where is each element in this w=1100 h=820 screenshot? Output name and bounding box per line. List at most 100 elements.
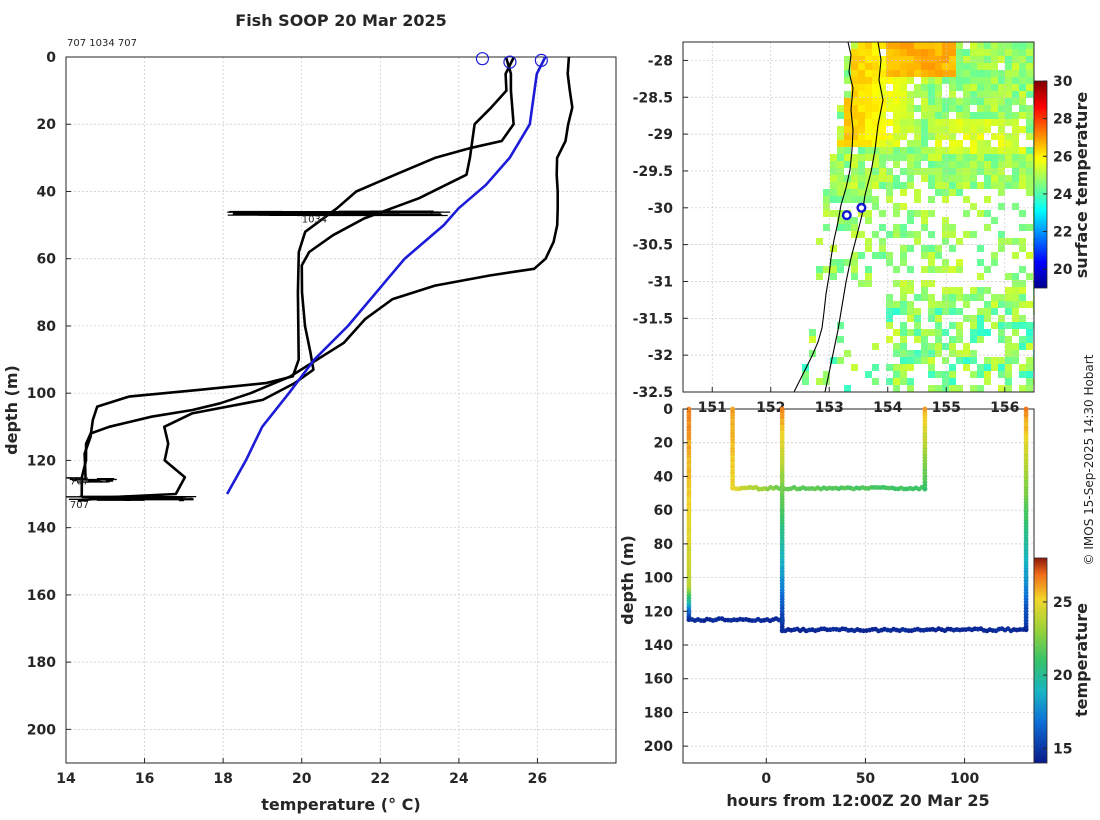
sst-cell: [1019, 77, 1026, 84]
sst-cell: [844, 56, 851, 63]
sst-cell: [872, 105, 879, 112]
sst-cell: [991, 112, 998, 119]
sst-cell: [865, 196, 872, 203]
profile-y-tick-label: 40: [37, 184, 57, 200]
sst-cell: [886, 70, 893, 77]
map-colorbar-ticks: 20 22 24 26 28 30: [1043, 74, 1073, 278]
sst-cell: [893, 385, 900, 392]
sst-cell: [935, 98, 942, 105]
sst-cell: [921, 217, 928, 224]
sst-cell: [816, 378, 823, 385]
sst-cell: [1019, 91, 1026, 98]
sst-cell: [970, 84, 977, 91]
sst-cell: [963, 196, 970, 203]
sst-cell: [935, 322, 942, 329]
sst-cell: [1019, 336, 1026, 343]
sst-cell: [949, 322, 956, 329]
sst-cell: [984, 91, 991, 98]
sst-cell: [963, 231, 970, 238]
sst-cell: [921, 287, 928, 294]
sst-cell: [879, 77, 886, 84]
sst-cell: [893, 112, 900, 119]
sst-cell: [837, 154, 844, 161]
sst-cell: [1012, 329, 1019, 336]
sst-cell: [816, 266, 823, 273]
sst-cell: [949, 84, 956, 91]
sst-cell: [1019, 49, 1026, 56]
sst-cell: [998, 161, 1005, 168]
sst-cell: [977, 161, 984, 168]
sst-cell: [963, 168, 970, 175]
sst-cell: [942, 154, 949, 161]
sst-cell: [893, 266, 900, 273]
sst-cell: [872, 42, 879, 49]
sst-cell: [956, 182, 963, 189]
map-gridlines: [683, 42, 1034, 392]
sst-cell: [865, 273, 872, 280]
map-colorbar-tick-label: 30: [1053, 74, 1073, 90]
sst-cell: [1012, 56, 1019, 63]
sst-cell: [872, 378, 879, 385]
sst-cell: [879, 105, 886, 112]
sst-cell: [1026, 273, 1033, 280]
sst-cell: [1026, 175, 1033, 182]
sst-cell: [907, 266, 914, 273]
sst-cell: [865, 245, 872, 252]
map-x-tick-label: 156: [990, 400, 1019, 416]
sst-cell: [865, 77, 872, 84]
sst-cell: [921, 140, 928, 147]
sst-cell: [1005, 371, 1012, 378]
sst-cell: [907, 301, 914, 308]
sst-cell: [893, 350, 900, 357]
sst-cell: [872, 133, 879, 140]
sst-cell: [1005, 182, 1012, 189]
sst-cell: [921, 126, 928, 133]
sst-cell: [991, 77, 998, 84]
sst-cell: [851, 161, 858, 168]
sst-cell: [851, 49, 858, 56]
sst-cell: [956, 98, 963, 105]
sst-cell: [907, 245, 914, 252]
profile-y-tick-label: 180: [27, 655, 56, 671]
sst-cell: [900, 322, 907, 329]
sst-cell: [907, 329, 914, 336]
sst-cell: [907, 231, 914, 238]
profile-line-1034: [83, 56, 515, 481]
sst-cell: [893, 231, 900, 238]
sst-cell: [872, 364, 879, 371]
sst-cell: [837, 196, 844, 203]
sst-cell: [998, 112, 1005, 119]
sst-cell: [1026, 385, 1033, 392]
sst-cell: [886, 49, 893, 56]
sst-cell: [970, 91, 977, 98]
sst-cell: [942, 168, 949, 175]
sst-cell: [935, 301, 942, 308]
sst-cell: [830, 357, 837, 364]
sst-cell: [935, 105, 942, 112]
sst-cell: [858, 280, 865, 287]
sst-cell: [935, 315, 942, 322]
sst-cell: [970, 322, 977, 329]
sst-cell: [1026, 364, 1033, 371]
sst-cell: [858, 161, 865, 168]
sst-cell: [865, 147, 872, 154]
time-depth-panel: 0 50 100 0 20 40 60 80 100 120 140 160 180 200 hours…: [618, 402, 1091, 810]
sst-cell: [984, 364, 991, 371]
sst-cell: [977, 56, 984, 63]
sst-cell: [956, 112, 963, 119]
sst-cell: [921, 119, 928, 126]
sst-cell: [851, 119, 858, 126]
sst-cell: [1012, 133, 1019, 140]
sst-cell: [928, 84, 935, 91]
sst-cell: [900, 154, 907, 161]
sst-cell: [872, 70, 879, 77]
deployment-point: [856, 202, 867, 213]
sst-cell: [844, 154, 851, 161]
sst-cell: [949, 189, 956, 196]
sst-cell: [928, 245, 935, 252]
sst-cell: [963, 350, 970, 357]
sst-cell: [956, 105, 963, 112]
credit-text: © IMOS 15-Sep-2025 14:30 Hobart: [1082, 354, 1096, 565]
sst-cell: [1005, 385, 1012, 392]
profile-y-tick-label: 200: [27, 722, 56, 738]
